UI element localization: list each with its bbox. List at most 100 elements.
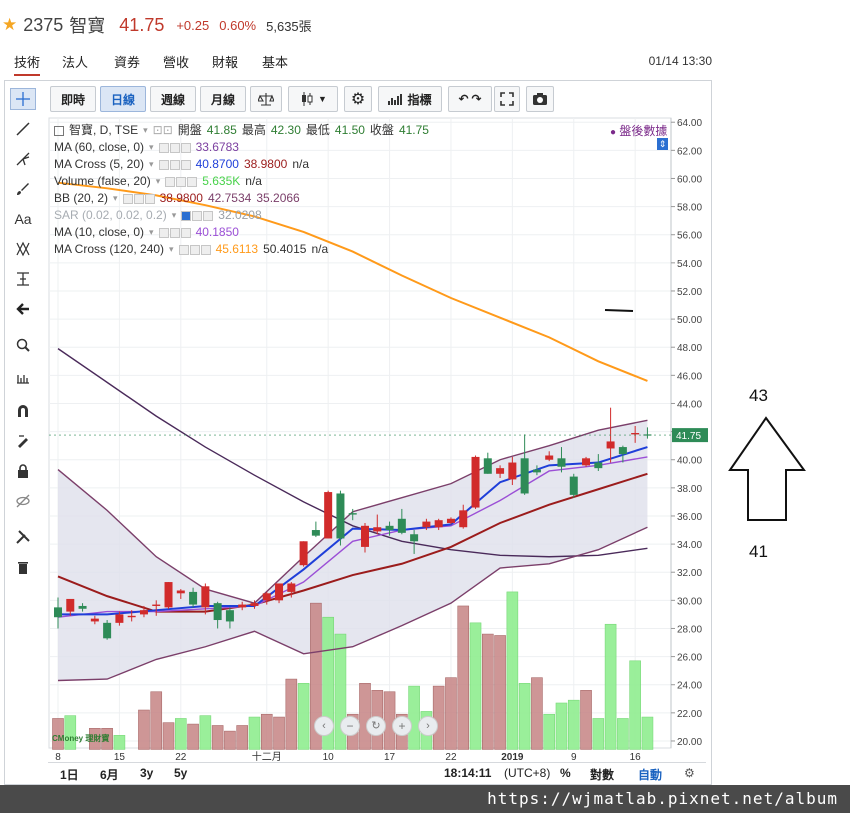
legend-row-controls[interactable]: [178, 244, 211, 255]
indicators-label: 指標: [407, 92, 432, 107]
after-hours-toggle[interactable]: ● 盤後數據: [610, 122, 667, 139]
line-icon[interactable]: [10, 118, 36, 140]
range-3y[interactable]: 3y: [140, 766, 154, 780]
log-scale-button[interactable]: 對數: [590, 768, 615, 782]
range-6m[interactable]: 6月: [100, 768, 119, 782]
tab-technical[interactable]: 技術: [14, 52, 41, 76]
visibility-icon[interactable]: [178, 244, 189, 255]
legend-row-chevron-icon[interactable]: ▾: [155, 176, 161, 186]
fork-icon[interactable]: [10, 148, 36, 170]
timezone[interactable]: (UTC+8): [504, 766, 551, 780]
candle-body: [78, 605, 87, 609]
compare-button[interactable]: [250, 86, 282, 112]
reset-icon[interactable]: ↻: [366, 716, 386, 736]
daily-button[interactable]: 日線: [100, 86, 146, 112]
tools-icon[interactable]: [10, 526, 36, 548]
remove-icon[interactable]: [180, 142, 191, 153]
remove-icon[interactable]: [187, 176, 198, 187]
tab-margin[interactable]: 資券: [114, 55, 141, 70]
price-chart[interactable]: 64.00 62.00 60.00 58.00 56.00 54.00 52.00 50.00…: [0, 112, 712, 772]
candle-body: [459, 510, 468, 528]
visibility-icon[interactable]: [122, 193, 133, 204]
brush-icon[interactable]: [10, 178, 36, 200]
range-1d[interactable]: 1日: [60, 768, 79, 782]
fullscreen-button[interactable]: [494, 86, 520, 112]
crosshair-icon[interactable]: [10, 88, 36, 110]
legend-row-controls[interactable]: [165, 176, 198, 187]
favorite-star-icon[interactable]: ★: [2, 15, 18, 34]
visibility-icon[interactable]: [158, 142, 169, 153]
eye-off-icon[interactable]: [10, 490, 36, 512]
draw-lock-icon[interactable]: [10, 430, 36, 452]
text-icon[interactable]: Aa: [14, 211, 32, 227]
tab-institutional[interactable]: 法人: [62, 55, 89, 70]
scroll-toggle-icon[interactable]: ⇕: [657, 138, 668, 150]
legend-chevron-icon[interactable]: ▾: [143, 125, 148, 135]
tab-basic[interactable]: 基本: [262, 55, 289, 70]
legend-row-controls[interactable]: [158, 159, 191, 170]
trash-icon[interactable]: [10, 556, 36, 578]
auto-scale-button[interactable]: 自動: [638, 768, 663, 782]
zoom-in-icon[interactable]: +: [392, 716, 412, 736]
undo-icon[interactable]: ↶: [458, 92, 469, 106]
remove-icon[interactable]: [180, 159, 191, 170]
legend-collapse-icon[interactable]: [54, 125, 64, 136]
magnet-icon[interactable]: [10, 400, 36, 422]
remove-icon[interactable]: [180, 227, 191, 238]
legend-row-chevron-icon[interactable]: ▾: [149, 227, 154, 237]
scroll-left-icon[interactable]: ‹: [314, 716, 334, 736]
undo-redo-button[interactable]: ↶ ↷: [448, 86, 492, 112]
remove-icon[interactable]: [200, 244, 211, 255]
weekly-button[interactable]: 週線: [150, 86, 196, 112]
arrow-left-icon[interactable]: [10, 298, 36, 320]
settings-icon[interactable]: [192, 210, 203, 221]
volume-bar: [187, 723, 199, 750]
pattern-icon[interactable]: [10, 238, 36, 260]
settings-button[interactable]: ⚙: [344, 86, 372, 112]
percent-scale-button[interactable]: %: [560, 766, 571, 780]
settings-icon[interactable]: [133, 193, 144, 204]
lock-icon[interactable]: [10, 460, 36, 482]
legend-row-chevron-icon[interactable]: ▾: [149, 159, 154, 169]
visibility-icon[interactable]: [165, 176, 176, 187]
legend-row-chevron-icon[interactable]: ▾: [149, 142, 154, 152]
settings-icon[interactable]: [169, 159, 180, 170]
legend-row-controls[interactable]: [181, 210, 214, 221]
measure-icon[interactable]: [10, 268, 36, 290]
zoom-icon[interactable]: [10, 334, 36, 356]
legend-row-controls[interactable]: [158, 142, 191, 153]
remove-icon[interactable]: [203, 210, 214, 221]
intraday-button[interactable]: 即時: [50, 86, 96, 112]
chart-type-button[interactable]: ▼: [288, 86, 338, 112]
settings-icon[interactable]: [169, 142, 180, 153]
zoom-out-icon[interactable]: −: [340, 716, 360, 736]
legend-row-chevron-icon[interactable]: ▾: [171, 210, 177, 220]
scroll-right-icon[interactable]: ›: [418, 716, 438, 736]
y-tick-label: 44.00: [677, 399, 702, 410]
visibility-icon[interactable]: [181, 210, 192, 221]
settings-icon[interactable]: [169, 227, 180, 238]
settings-icon[interactable]: [189, 244, 200, 255]
range-5y[interactable]: 5y: [174, 766, 188, 780]
gear-icon[interactable]: ⚙: [684, 766, 695, 780]
monthly-button[interactable]: 月線: [200, 86, 246, 112]
chart-bottom-bar: 1日 6月 3y 5y 18:14:11 (UTC+8) % 對數 自動 ⚙: [48, 762, 706, 782]
visibility-icon[interactable]: [158, 227, 169, 238]
tab-revenue[interactable]: 營收: [163, 55, 190, 70]
legend-row-chevron-icon[interactable]: ▾: [169, 244, 174, 254]
settings-icon[interactable]: [176, 176, 187, 187]
legend-row-chevron-icon[interactable]: ▾: [113, 193, 118, 203]
legend-row-controls[interactable]: [158, 227, 191, 238]
tab-financials[interactable]: 財報: [212, 55, 239, 70]
legend-row-controls[interactable]: [122, 193, 155, 204]
visibility-icon[interactable]: [158, 159, 169, 170]
legend-title-row: 智寶, D, TSE ▾ ⊡⊡ 開盤 41.85 最高 42.30 最低 41.50 …: [54, 122, 429, 139]
volume-bar: [150, 691, 163, 750]
y-tick-label: 58.00: [677, 203, 702, 214]
ruler-icon[interactable]: [10, 366, 36, 388]
remove-icon[interactable]: [144, 193, 155, 204]
indicators-button[interactable]: 指標: [378, 86, 442, 112]
snapshot-button[interactable]: [526, 86, 554, 112]
redo-icon[interactable]: ↷: [471, 92, 482, 106]
legend-controls-icon[interactable]: ⊡⊡: [152, 123, 173, 137]
